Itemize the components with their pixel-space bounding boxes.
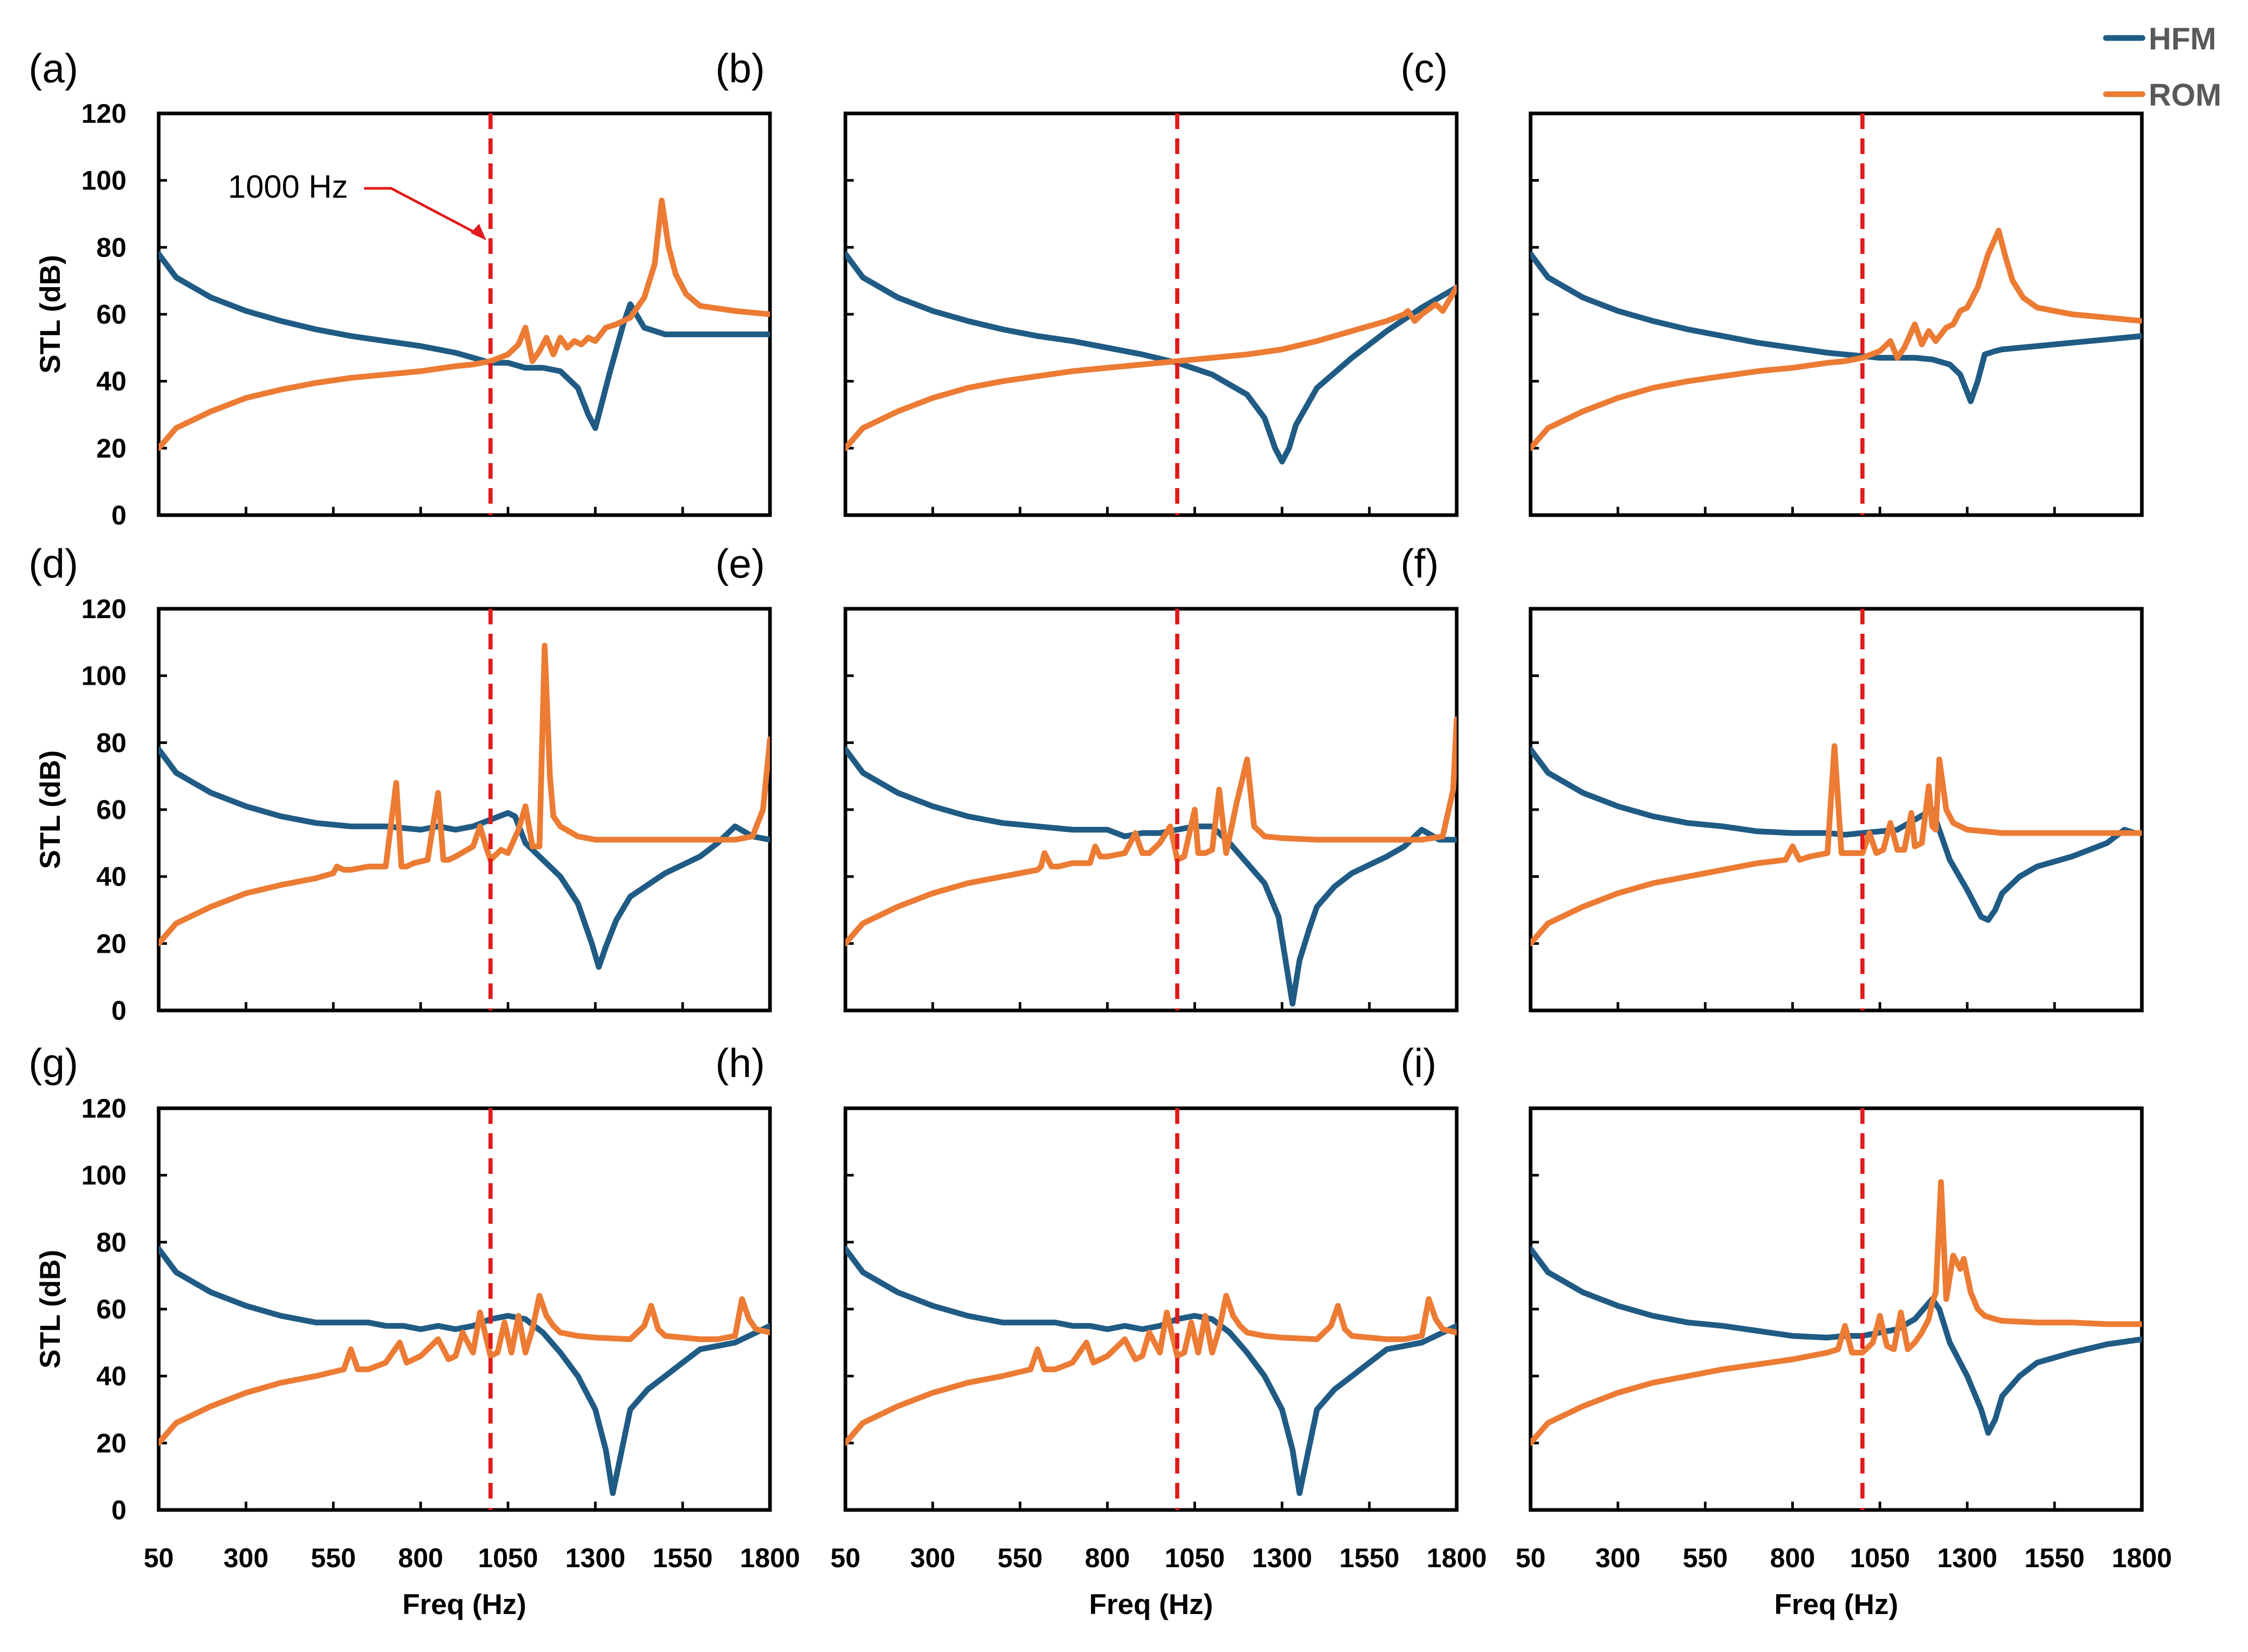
y-tick-label: 0 bbox=[111, 501, 126, 531]
y-axis-title: STL (dB) bbox=[34, 1250, 66, 1368]
y-tick-label: 40 bbox=[96, 1362, 126, 1392]
y-tick-label: 120 bbox=[81, 1094, 126, 1124]
y-tick-label: 20 bbox=[96, 929, 126, 959]
annotation-leader bbox=[364, 187, 481, 237]
chart-panel-4: (d) 0 20 40 60 80 100 120 STL (dB) bbox=[29, 541, 772, 1026]
y-tick-label: 60 bbox=[96, 300, 126, 330]
series-line-rom bbox=[1531, 1179, 2142, 1446]
y-tick-label: 0 bbox=[111, 1495, 126, 1526]
x-tick-label: 550 bbox=[311, 1543, 356, 1573]
x-tick-label: 800 bbox=[1770, 1543, 1815, 1573]
y-tick-label: 20 bbox=[96, 1428, 126, 1458]
y-axis-title: STL (dB) bbox=[34, 255, 66, 374]
series-line-hfm bbox=[1531, 1246, 2142, 1436]
y-tick-label: 80 bbox=[96, 728, 126, 758]
legend: HFM ROM bbox=[2103, 21, 2221, 112]
x-tick-label: 1050 bbox=[1850, 1543, 1910, 1573]
y-tick-label: 100 bbox=[81, 166, 126, 196]
series-line-rom bbox=[845, 1292, 1457, 1446]
series-line-rom bbox=[159, 1292, 770, 1446]
chart-panel-2: (b) bbox=[715, 45, 1459, 517]
series-line-rom bbox=[845, 285, 1457, 451]
y-tick-label: 60 bbox=[96, 1295, 126, 1325]
series-line-rom bbox=[1531, 227, 2142, 451]
chart-panel-1: (a) 0 20 40 60 80 100 120 STL (dB) 1000 Hz bbox=[29, 45, 772, 531]
x-tick-label: 50 bbox=[830, 1543, 860, 1573]
series-line-rom bbox=[1531, 743, 2142, 946]
chart-panel-3: (c) bbox=[1401, 45, 2144, 517]
panel-label: (e) bbox=[715, 541, 765, 586]
x-tick-label: 300 bbox=[1595, 1543, 1640, 1573]
y-tick-label: 100 bbox=[81, 1161, 126, 1191]
series-line-hfm bbox=[845, 746, 1457, 1007]
x-tick-label: 50 bbox=[1515, 1543, 1546, 1573]
series-line-rom bbox=[159, 197, 770, 451]
panel-label: (a) bbox=[29, 45, 78, 91]
x-tick-label: 1550 bbox=[652, 1543, 713, 1573]
y-tick-label: 100 bbox=[81, 661, 126, 691]
x-tick-label: 50 bbox=[144, 1543, 174, 1573]
panel-label: (h) bbox=[715, 1040, 765, 1086]
y-tick-label: 40 bbox=[96, 862, 126, 892]
y-tick-label: 120 bbox=[81, 99, 126, 129]
annotation-text: 1000 Hz bbox=[228, 169, 348, 205]
panel-label: (f) bbox=[1401, 541, 1439, 586]
x-tick-label: 800 bbox=[398, 1543, 443, 1573]
panel-label: (i) bbox=[1401, 1040, 1436, 1086]
x-tick-label: 1300 bbox=[1252, 1543, 1312, 1573]
x-tick-label: 1300 bbox=[1937, 1543, 1997, 1573]
y-tick-label: 40 bbox=[96, 367, 126, 397]
chart-panel-8: (h) 50 300 550 800 1050 1300 1550 1800 Freq (Hz) bbox=[715, 1040, 1487, 1620]
y-tick-label: 0 bbox=[111, 996, 126, 1026]
annotation-arrowhead bbox=[470, 224, 486, 240]
legend-label-rom: ROM bbox=[2149, 78, 2221, 112]
y-tick-label: 80 bbox=[96, 1227, 126, 1258]
chart-panel-5: (e) bbox=[715, 541, 1459, 1013]
series-line-hfm bbox=[1531, 251, 2142, 404]
legend-label-hfm: HFM bbox=[2149, 21, 2216, 56]
x-tick-label: 300 bbox=[223, 1543, 268, 1573]
x-tick-label: 800 bbox=[1085, 1543, 1130, 1573]
x-tick-label: 1050 bbox=[478, 1543, 538, 1573]
x-axis-title: Freq (Hz) bbox=[1089, 1588, 1213, 1620]
panel-label: (c) bbox=[1401, 45, 1448, 91]
chart-panel-7: (g) 0 20 40 60 80 100 120 50 300 550 800 1050 1300 155… bbox=[29, 1040, 800, 1620]
x-axis-title: Freq (Hz) bbox=[1774, 1588, 1898, 1620]
x-tick-label: 300 bbox=[910, 1543, 955, 1573]
x-tick-label: 550 bbox=[997, 1543, 1043, 1573]
panels: (a) 0 20 40 60 80 100 120 STL (dB) 1000 Hz (b) (c) (… bbox=[29, 45, 2172, 1620]
x-tick-label: 1800 bbox=[1427, 1543, 1487, 1573]
x-tick-label: 1800 bbox=[740, 1543, 800, 1573]
y-axis-title: STL (dB) bbox=[34, 750, 66, 869]
x-tick-label: 1550 bbox=[2024, 1543, 2085, 1573]
x-tick-label: 1800 bbox=[2112, 1543, 2172, 1573]
series-line-hfm bbox=[845, 251, 1457, 465]
y-tick-label: 60 bbox=[96, 795, 126, 825]
x-tick-label: 1300 bbox=[565, 1543, 625, 1573]
y-tick-label: 20 bbox=[96, 433, 126, 464]
x-axis-title: Freq (Hz) bbox=[402, 1588, 526, 1620]
chart-panel-9: (i) 50 300 550 800 1050 1300 1550 1800 Freq (Hz) bbox=[1401, 1040, 2172, 1620]
x-tick-label: 1050 bbox=[1165, 1543, 1225, 1573]
series-line-hfm bbox=[159, 251, 770, 431]
series-line-rom bbox=[159, 643, 770, 946]
annotation: 1000 Hz bbox=[228, 169, 486, 240]
y-tick-label: 120 bbox=[81, 594, 126, 624]
x-tick-label: 550 bbox=[1682, 1543, 1728, 1573]
panel-label: (b) bbox=[715, 45, 765, 91]
x-tick-label: 1550 bbox=[1339, 1543, 1399, 1573]
series-line-hfm bbox=[1531, 746, 2142, 923]
panel-label: (d) bbox=[29, 541, 78, 586]
panel-label: (g) bbox=[29, 1040, 78, 1086]
y-tick-label: 80 bbox=[96, 233, 126, 263]
chart-panel-6: (f) bbox=[1401, 541, 2144, 1013]
